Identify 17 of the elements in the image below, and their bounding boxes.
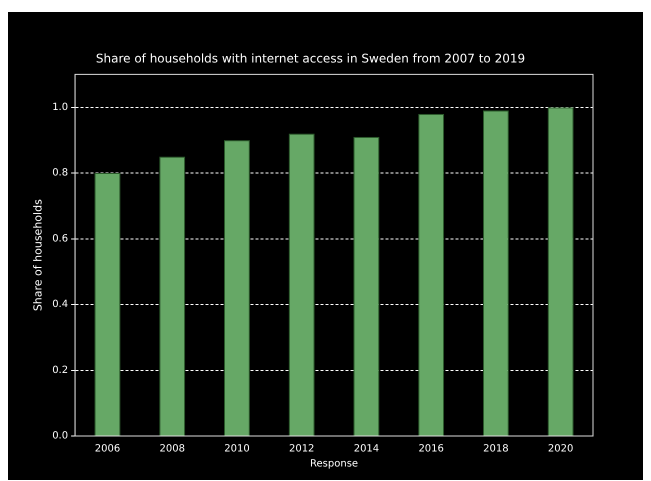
y-tick-label: 0.6 — [52, 233, 68, 244]
x-tick-label: 2010 — [224, 444, 250, 455]
x-tick-label: 2006 — [94, 444, 120, 455]
x-tick-label: 2018 — [483, 444, 509, 455]
x-tick-label: 2016 — [418, 444, 444, 455]
y-tick-label: 0.0 — [52, 430, 68, 442]
x-tick-label: 2012 — [288, 444, 314, 455]
y-tick-label: 0.4 — [52, 299, 68, 310]
chart-title: Share of households with internet access in Sweden from 2007 to 2019 — [96, 51, 526, 66]
x-axis-title: Response — [310, 458, 358, 470]
x-tick-label: 2008 — [159, 444, 185, 455]
y-axis-title: Share of households — [31, 198, 44, 312]
y-tick-label: 0.2 — [52, 364, 68, 376]
y-tick-label: 0.8 — [52, 168, 68, 179]
x-tick-label: 2014 — [354, 444, 380, 455]
y-tick-label: 1.0 — [52, 102, 68, 113]
x-tick-label: 2020 — [548, 444, 574, 455]
